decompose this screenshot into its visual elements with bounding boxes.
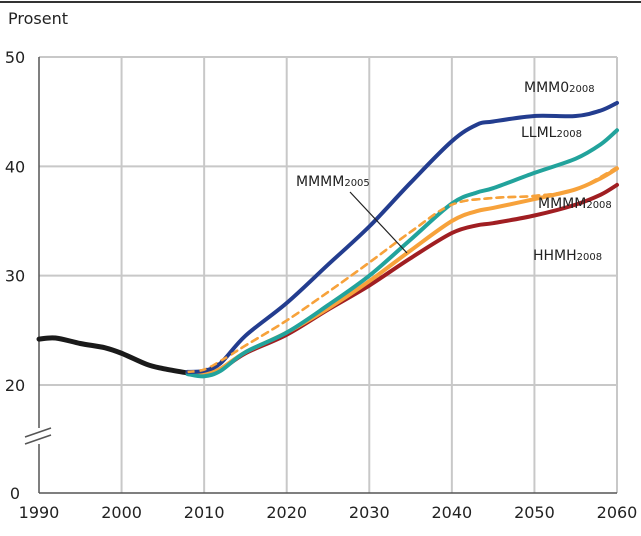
series-label-mmmm-2008: MMMM2008 [538,196,612,212]
x-tick-label: 1990 [19,503,60,522]
grid [39,56,618,493]
series-line-hhmh-2008 [185,182,619,377]
series-line-mmmm-2005-top [187,166,618,374]
x-tick-label: 2000 [101,503,142,522]
axis-break-gap [25,428,53,444]
series-line-llml-2008 [185,128,619,379]
x-tick-label: 2060 [597,503,638,522]
axis-break-mark [24,427,52,438]
y-tick-label: 30 [5,267,25,286]
series-label-mmm0-2008: MMM02008 [524,80,595,96]
series-label-llml-2008: LLML2008 [521,125,582,141]
history-line [36,335,191,376]
y-axis-label: Prosent [8,9,68,28]
series-label-hhmh-2008: HHMH2008 [533,248,602,264]
series-labels: MMM02008 LLML2008 MMMM2008 HHMH2008 MMMM2005 [296,80,612,264]
series-label-leader [349,191,408,254]
series-label-mmmm-2005: MMMM2005 [296,174,370,190]
y-tick-label: 40 [5,157,25,176]
x-tick-label: 2050 [514,503,555,522]
series-line-mmm0-2008 [185,100,619,374]
y-tick-label: 20 [5,376,25,395]
y-tick-label: 0 [10,484,20,503]
axis-break-mark [24,434,52,445]
x-tick-label: 2010 [184,503,225,522]
series-lines [36,100,619,379]
x-tick-label: 2040 [431,503,472,522]
y-tick-labels: 0 20 30 40 50 [5,48,25,503]
x-tick-label: 2030 [349,503,390,522]
axes [24,57,617,494]
y-tick-label: 50 [5,48,25,67]
x-tick-label: 2020 [266,503,307,522]
x-tick-labels: 1990 2000 2010 2020 2030 2040 2050 2060 [19,503,638,522]
